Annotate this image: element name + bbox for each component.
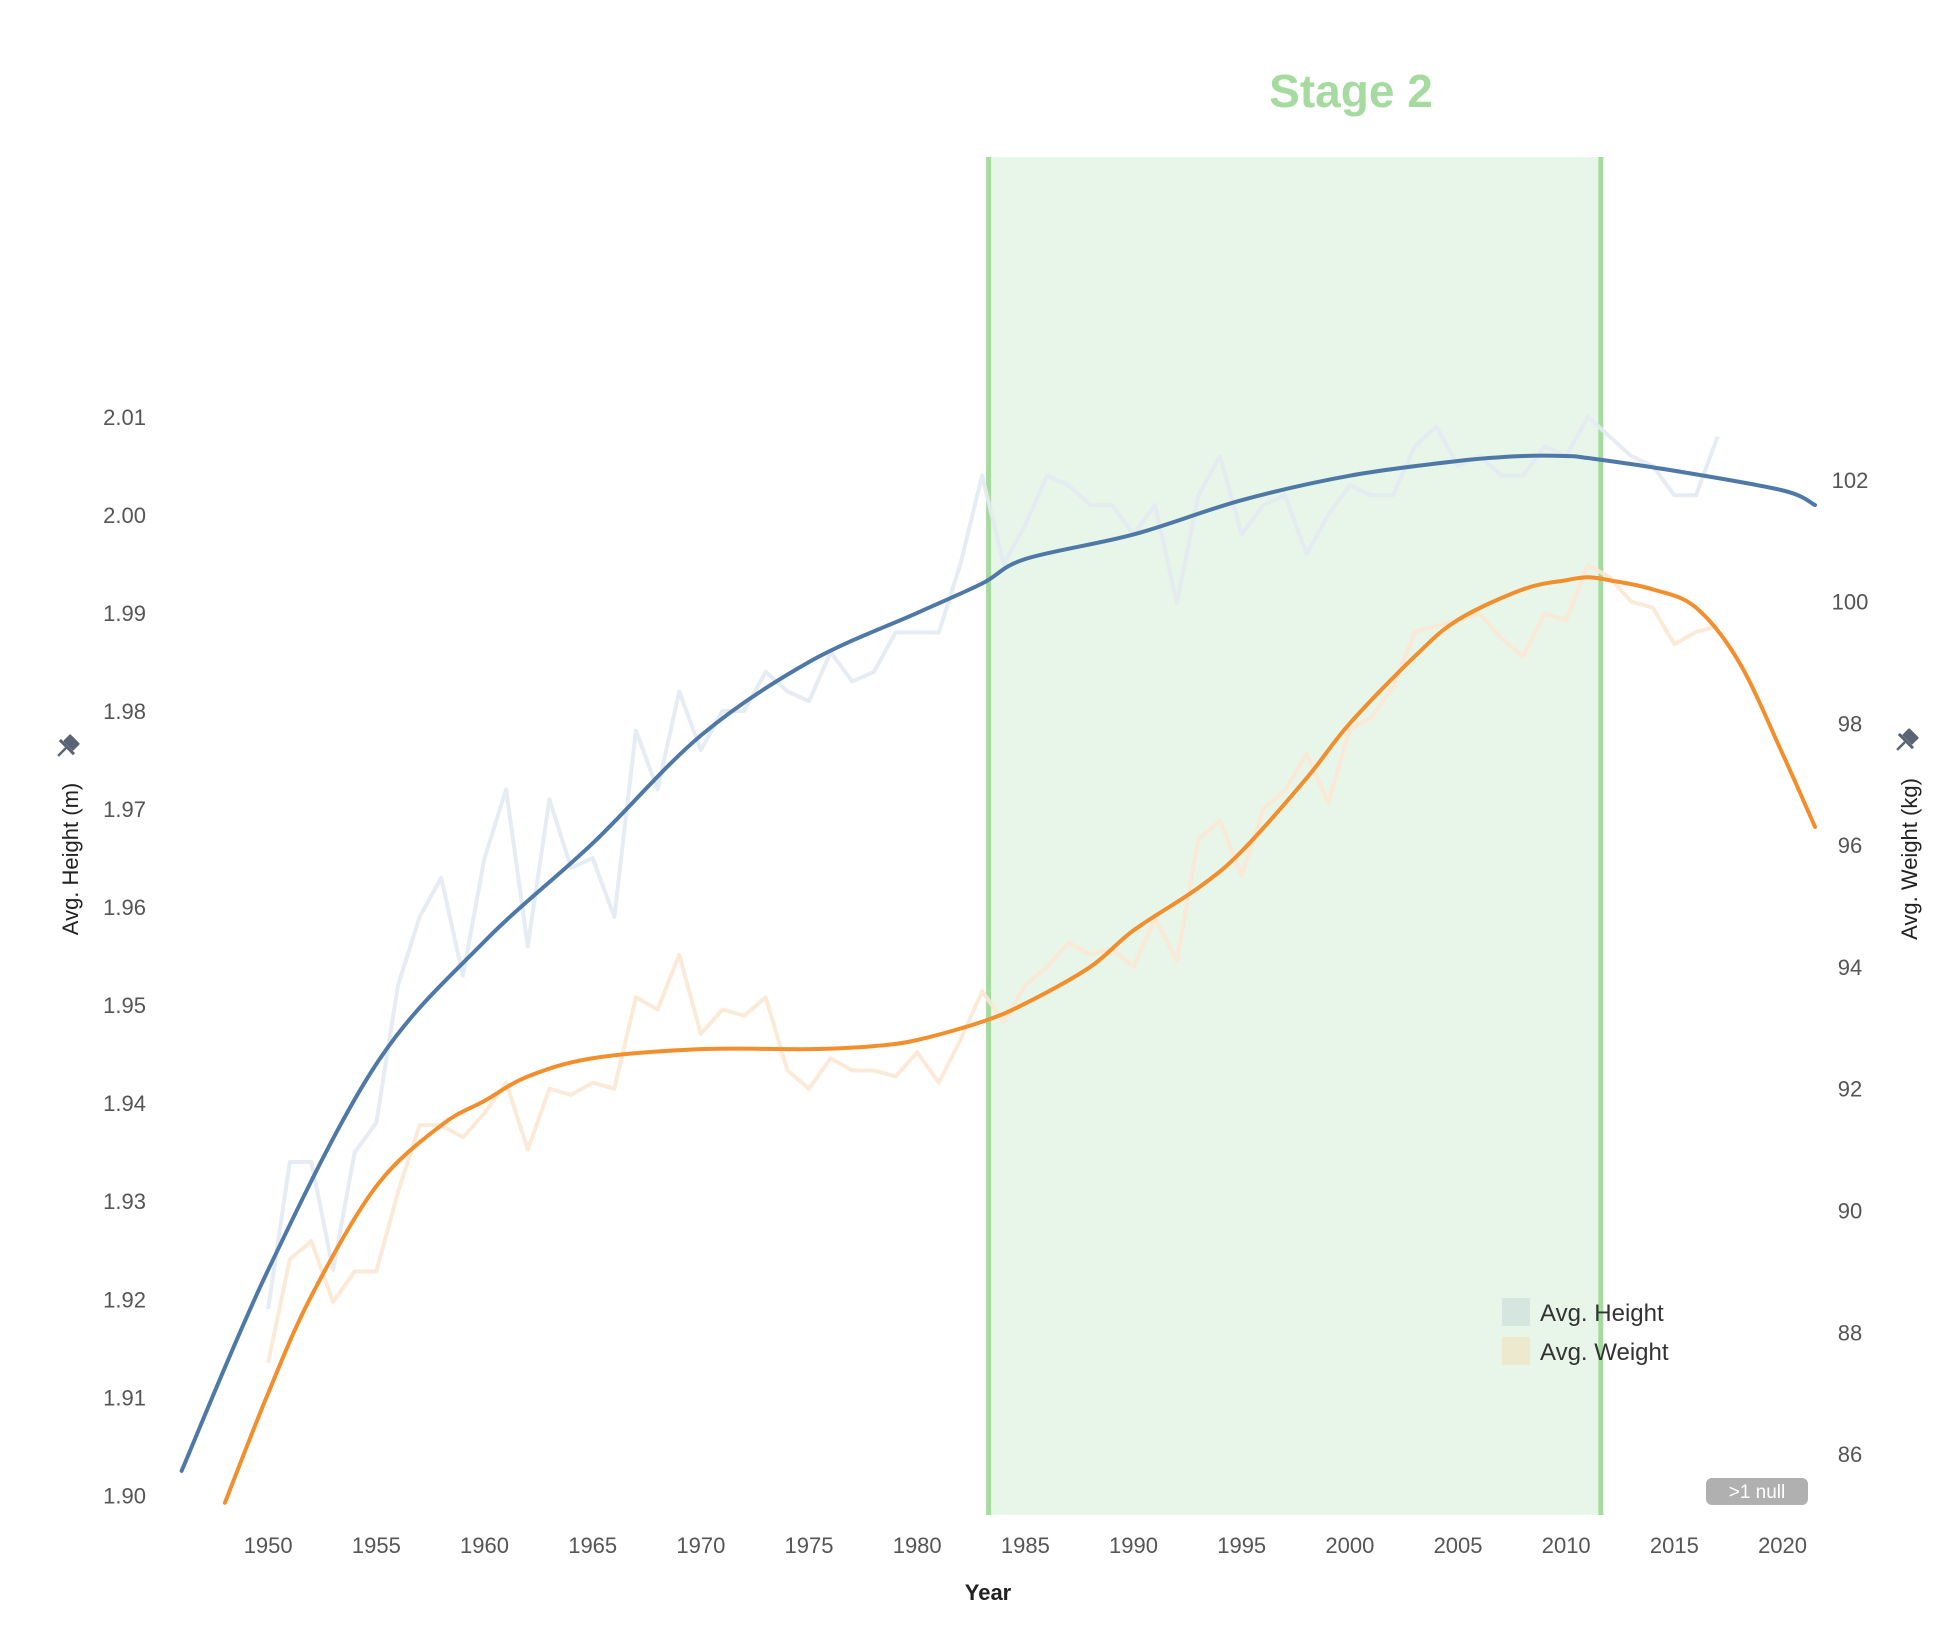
x-tick-label: 2010 [1542, 1533, 1591, 1558]
y-left-tick-label: 1.90 [103, 1483, 146, 1508]
y-left-tick-label: 1.97 [103, 797, 146, 822]
y-right-tick-label: 96 [1838, 833, 1862, 858]
y-right-tick-label: 98 [1838, 711, 1862, 736]
y-right-tick-label: 100 [1832, 590, 1869, 615]
y-axis-right-ticks: 86 88 90 92 94 96 98 100 102 [1832, 468, 1869, 1467]
y-axis-left-ticks: 1.90 1.91 1.92 1.93 1.94 1.95 1.96 1.97 1.98 1.99… [103, 405, 146, 1509]
y-right-tick-label: 88 [1838, 1320, 1862, 1345]
legend-label-avg-height: Avg. Height [1540, 1300, 1664, 1327]
stage-band [988, 157, 1601, 1515]
y-right-tick-label: 92 [1838, 1077, 1862, 1102]
x-tick-label: 2020 [1758, 1533, 1807, 1558]
y-axis-right-title-group: Avg. Weight (kg) [1897, 778, 1922, 940]
x-tick-label: 1980 [893, 1533, 942, 1558]
trend-series-layer [179, 453, 1817, 1505]
x-tick-label: 1990 [1109, 1533, 1158, 1558]
x-tick-label: 2005 [1434, 1533, 1483, 1558]
x-tick-label: 1950 [244, 1533, 293, 1558]
null-badge-label: >1 null [1729, 1482, 1786, 1503]
y-left-tick-label: 1.95 [103, 993, 146, 1018]
y-right-tick-label: 86 [1838, 1442, 1862, 1467]
legend: Avg. Height Avg. Weight [1502, 1298, 1669, 1366]
series-line-avg-weight [266, 563, 1719, 1364]
legend-swatch-avg-height [1502, 1298, 1530, 1326]
null-badge[interactable]: >1 null [1706, 1478, 1808, 1505]
x-tick-label: 1970 [676, 1533, 725, 1558]
y-left-tick-label: 1.98 [103, 699, 146, 724]
x-tick-label: 2015 [1650, 1533, 1699, 1558]
y-right-tick-label: 90 [1838, 1199, 1862, 1224]
y-left-tick-label: 1.91 [103, 1385, 146, 1410]
x-tick-label: 1960 [460, 1533, 509, 1558]
pin-icon[interactable] [51, 732, 82, 763]
y-left-tick-label: 2.00 [103, 503, 146, 528]
y-axis-left-title-group: Avg. Height (m) [58, 783, 83, 935]
series-line-avg-weight-trend [222, 575, 1817, 1505]
x-tick-label: 1995 [1217, 1533, 1266, 1558]
y-axis-right-title: Avg. Weight (kg) [1897, 778, 1922, 940]
y-right-tick-label: 102 [1832, 468, 1869, 493]
x-tick-label: 1955 [352, 1533, 401, 1558]
pin-icon[interactable] [1890, 726, 1921, 757]
stage-title: Stage 2 [1269, 65, 1433, 117]
y-right-tick-label: 94 [1838, 955, 1862, 980]
y-left-tick-label: 1.96 [103, 895, 146, 920]
y-left-tick-label: 1.94 [103, 1091, 146, 1116]
y-left-tick-label: 1.92 [103, 1287, 146, 1312]
y-left-tick-label: 1.99 [103, 601, 146, 626]
y-left-tick-label: 1.93 [103, 1189, 146, 1214]
y-axis-left-title: Avg. Height (m) [58, 783, 83, 935]
x-tick-label: 1975 [785, 1533, 834, 1558]
x-tick-label: 1965 [568, 1533, 617, 1558]
x-tick-label: 1985 [1001, 1533, 1050, 1558]
y-left-tick-label: 2.01 [103, 405, 146, 430]
x-axis-ticks: 1950 1955 1960 1965 1970 1975 1980 1985 1990 1995… [244, 1533, 1807, 1558]
x-axis-title: Year [965, 1580, 1012, 1605]
x-tick-label: 2000 [1325, 1533, 1374, 1558]
stage-band-layer [986, 157, 1604, 1515]
series-line-avg-height-trend [179, 453, 1817, 1473]
legend-swatch-avg-weight [1502, 1337, 1530, 1365]
legend-label-avg-weight: Avg. Weight [1540, 1339, 1669, 1366]
